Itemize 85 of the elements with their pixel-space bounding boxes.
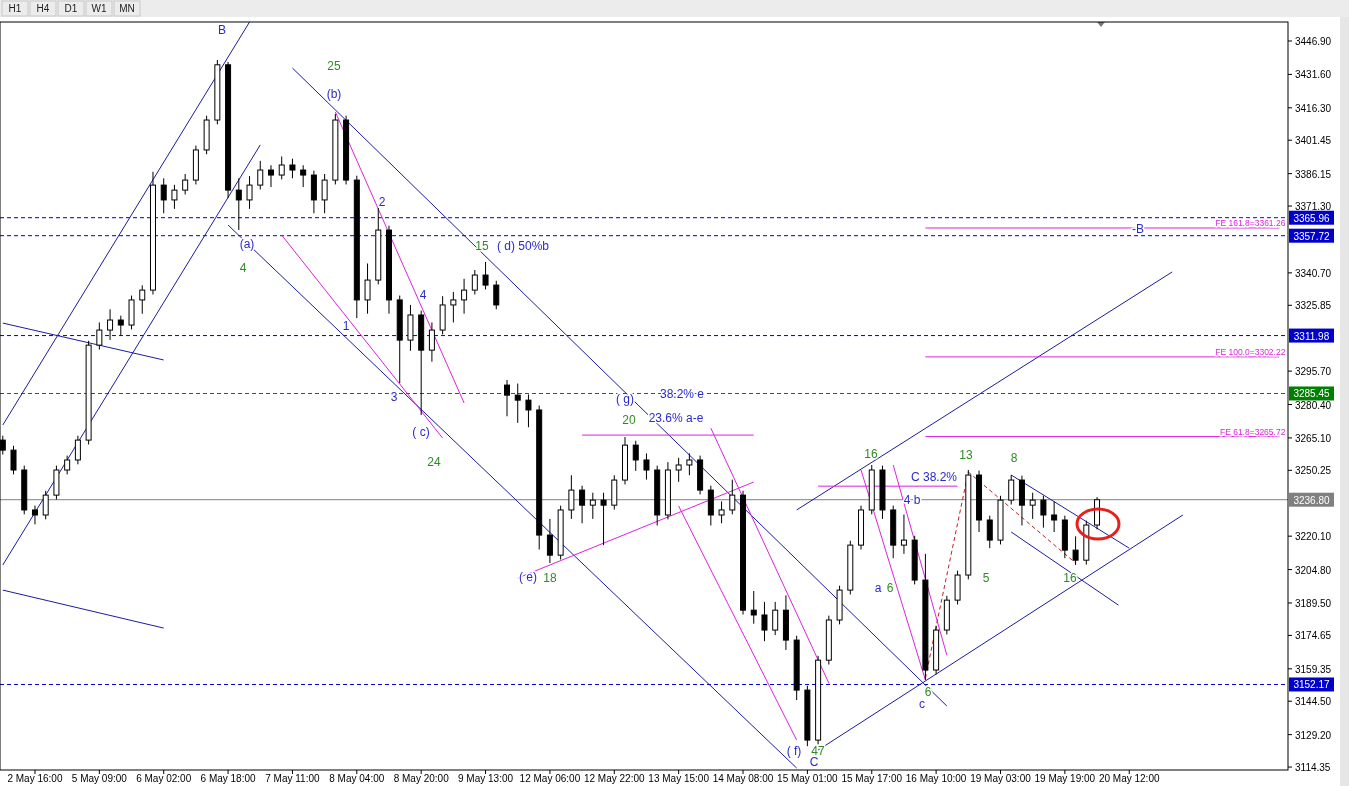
y-tick-label: 3144.50 bbox=[1295, 696, 1332, 708]
x-tick-label: 6 May 18:00 bbox=[200, 773, 257, 784]
x-tick-label: 14 May 08:00 bbox=[712, 773, 774, 784]
annotation: ( e) bbox=[519, 570, 537, 584]
y-tick-label: 3189.50 bbox=[1295, 597, 1332, 609]
annotation: 16 bbox=[1063, 571, 1077, 585]
x-tick-label: 6 May 02:00 bbox=[136, 773, 192, 784]
ref-line-label: 3357.72 bbox=[1293, 230, 1331, 242]
x-tick-label: 8 May 20:00 bbox=[393, 773, 450, 784]
text: MN bbox=[119, 3, 135, 14]
annotation: a bbox=[874, 581, 882, 595]
annotation: B bbox=[217, 23, 227, 37]
annotation: C bbox=[809, 755, 819, 769]
y-tick-label: 3386.15 bbox=[1295, 168, 1332, 180]
annotation: 6 bbox=[924, 685, 932, 699]
annotation: 20 bbox=[622, 413, 636, 427]
y-tick-label: 3220.10 bbox=[1295, 531, 1332, 543]
ref-line-label: 3311.98 bbox=[1293, 330, 1330, 342]
y-tick-label: 3114.35 bbox=[1295, 762, 1331, 774]
ref-line-label: 3152.17 bbox=[1293, 679, 1331, 691]
y-tick-label: 3340.70 bbox=[1295, 267, 1332, 279]
x-tick-label: 16 May 10:00 bbox=[905, 773, 967, 784]
x-tick-label: 8 May 04:00 bbox=[329, 773, 385, 784]
annotation: 24 bbox=[427, 455, 441, 469]
x-tick-label: 19 May 19:00 bbox=[1034, 773, 1096, 784]
annotation: 18 bbox=[543, 571, 557, 585]
annotation: 16 bbox=[864, 447, 878, 461]
annotation: 4 bbox=[419, 288, 427, 302]
text: H4 bbox=[36, 3, 50, 14]
y-tick-label: 3250.25 bbox=[1295, 465, 1332, 477]
annotation: C 38.2% bbox=[910, 470, 958, 484]
x-tick-label: 19 May 03:00 bbox=[970, 773, 1032, 784]
x-tick-label: 2 May 16:00 bbox=[7, 773, 63, 784]
ref-line-label: 3365.96 bbox=[1293, 212, 1331, 224]
x-tick-label: 13 May 15:00 bbox=[648, 773, 710, 784]
annotation: -B bbox=[1132, 222, 1144, 236]
text: D1 bbox=[64, 3, 78, 14]
annotation: 23.6% a-e bbox=[648, 411, 704, 425]
ref-line-label: 3285.45 bbox=[1293, 388, 1331, 400]
x-tick-label: 12 May 06:00 bbox=[519, 773, 581, 784]
x-tick-label: 5 May 09:00 bbox=[71, 773, 128, 784]
annotation: ( d) 50%b bbox=[496, 239, 550, 253]
annotation: 4 b bbox=[903, 493, 921, 507]
y-tick-label: 3280.40 bbox=[1295, 399, 1332, 411]
text: W1 bbox=[91, 3, 107, 14]
series-label: FE 161.8=3361.26 bbox=[1215, 218, 1286, 229]
x-tick-label: 15 May 17:00 bbox=[841, 773, 903, 784]
y-tick-label: 3446.90 bbox=[1295, 35, 1332, 47]
annotation: 15 bbox=[475, 239, 489, 253]
annotation: 6 bbox=[886, 581, 894, 595]
annotation: (b) bbox=[326, 87, 342, 101]
x-tick-label: 15 May 01:00 bbox=[777, 773, 839, 784]
annotation: 5 bbox=[982, 571, 990, 585]
series-label: FE 100.0=3302.22 bbox=[1215, 347, 1286, 358]
annotation: ( f) bbox=[786, 744, 802, 758]
annotation: ( c) bbox=[412, 425, 430, 439]
y-tick-label: 3325.85 bbox=[1295, 300, 1332, 312]
y-tick-label: 3174.65 bbox=[1295, 630, 1332, 642]
annotation: 8 bbox=[1010, 451, 1018, 465]
series-label: FE 61.8=3265.72 bbox=[1219, 427, 1286, 438]
y-tick-label: 3401.45 bbox=[1295, 135, 1332, 147]
y-tick-label: 3416.30 bbox=[1295, 102, 1332, 114]
annotation: 4 bbox=[239, 261, 247, 275]
annotation: 13 bbox=[959, 448, 973, 462]
y-tick-label: 3295.70 bbox=[1295, 366, 1332, 378]
annotation: 38.2% e bbox=[659, 387, 705, 401]
y-tick-label: 3159.35 bbox=[1295, 663, 1332, 675]
y-tick-label: 3431.60 bbox=[1295, 69, 1332, 81]
annotation: 25 bbox=[327, 59, 341, 73]
x-tick-label: 7 May 11:00 bbox=[265, 773, 321, 784]
x-tick-label: 12 May 22:00 bbox=[583, 773, 646, 784]
x-tick-label: 20 May 12:00 bbox=[1098, 773, 1160, 784]
annotation: 47 bbox=[811, 744, 825, 758]
annotation: c bbox=[919, 697, 925, 711]
ref-line-label: 3236.80 bbox=[1293, 494, 1331, 506]
y-tick-label: 3265.10 bbox=[1295, 432, 1332, 444]
x-tick-label: 9 May 13:00 bbox=[458, 773, 514, 784]
y-tick-label: 3129.20 bbox=[1295, 729, 1332, 741]
y-tick-label: 3371.30 bbox=[1295, 201, 1332, 213]
annotation: 3 bbox=[390, 390, 398, 404]
annotation: 2 bbox=[378, 195, 386, 209]
y-tick-label: 3204.80 bbox=[1295, 564, 1332, 576]
text: H1 bbox=[8, 3, 22, 14]
annotation: 1 bbox=[342, 319, 350, 333]
annotation: ( g) bbox=[616, 392, 634, 406]
